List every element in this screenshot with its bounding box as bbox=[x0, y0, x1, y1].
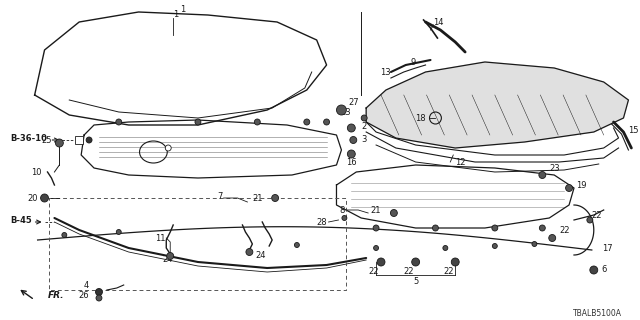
Circle shape bbox=[40, 194, 49, 202]
Text: 24: 24 bbox=[163, 255, 173, 265]
Circle shape bbox=[374, 245, 378, 251]
Text: 14: 14 bbox=[433, 18, 444, 27]
Circle shape bbox=[96, 295, 102, 301]
Circle shape bbox=[86, 137, 92, 143]
Circle shape bbox=[56, 139, 63, 147]
Text: 17: 17 bbox=[602, 244, 612, 252]
Text: 10: 10 bbox=[31, 167, 42, 177]
Text: 22: 22 bbox=[592, 211, 602, 220]
Text: 28: 28 bbox=[316, 218, 326, 227]
Text: 13: 13 bbox=[380, 68, 391, 76]
Circle shape bbox=[540, 225, 545, 231]
Text: 21: 21 bbox=[252, 194, 263, 203]
Bar bbox=[76, 136, 83, 144]
Circle shape bbox=[62, 233, 67, 237]
Circle shape bbox=[390, 210, 397, 217]
Circle shape bbox=[165, 145, 172, 151]
Text: TBALB5100A: TBALB5100A bbox=[573, 309, 621, 318]
Text: 7: 7 bbox=[218, 191, 223, 201]
Circle shape bbox=[246, 249, 253, 255]
Circle shape bbox=[294, 243, 300, 247]
Text: 8: 8 bbox=[339, 205, 344, 214]
Text: 26: 26 bbox=[79, 292, 89, 300]
Circle shape bbox=[254, 119, 260, 125]
Text: 22: 22 bbox=[403, 268, 414, 276]
Circle shape bbox=[324, 119, 330, 125]
Circle shape bbox=[587, 217, 593, 223]
Circle shape bbox=[412, 258, 420, 266]
Text: 6: 6 bbox=[602, 266, 607, 275]
Text: 3: 3 bbox=[361, 134, 367, 143]
Text: 19: 19 bbox=[576, 180, 586, 189]
Circle shape bbox=[116, 119, 122, 125]
Circle shape bbox=[337, 105, 346, 115]
Text: 22: 22 bbox=[559, 226, 570, 235]
Text: 22: 22 bbox=[369, 268, 380, 276]
Circle shape bbox=[548, 235, 556, 242]
Circle shape bbox=[566, 185, 573, 191]
Text: 5: 5 bbox=[413, 277, 419, 286]
Text: 9: 9 bbox=[411, 58, 416, 67]
Circle shape bbox=[361, 115, 367, 121]
Circle shape bbox=[539, 172, 546, 179]
Circle shape bbox=[116, 229, 121, 235]
Text: 11: 11 bbox=[155, 234, 165, 243]
Circle shape bbox=[433, 225, 438, 231]
Circle shape bbox=[451, 258, 459, 266]
Circle shape bbox=[492, 225, 498, 231]
Circle shape bbox=[443, 245, 448, 251]
Text: 20: 20 bbox=[27, 194, 38, 203]
Circle shape bbox=[95, 289, 102, 295]
Text: FR.: FR. bbox=[47, 292, 64, 300]
Circle shape bbox=[348, 124, 355, 132]
Text: B-36-10: B-36-10 bbox=[10, 133, 47, 142]
Circle shape bbox=[348, 150, 355, 158]
Polygon shape bbox=[366, 62, 628, 148]
Text: 12: 12 bbox=[455, 157, 466, 166]
Text: 16: 16 bbox=[346, 157, 356, 166]
Circle shape bbox=[377, 258, 385, 266]
Circle shape bbox=[532, 242, 537, 246]
Circle shape bbox=[590, 266, 598, 274]
Circle shape bbox=[342, 215, 347, 220]
Text: 24: 24 bbox=[255, 252, 266, 260]
Circle shape bbox=[373, 225, 379, 231]
Text: 4: 4 bbox=[84, 281, 89, 290]
Circle shape bbox=[304, 119, 310, 125]
Text: 1: 1 bbox=[180, 4, 186, 13]
Text: 23: 23 bbox=[549, 164, 560, 172]
Text: 25: 25 bbox=[41, 135, 51, 145]
Circle shape bbox=[271, 195, 278, 202]
Circle shape bbox=[195, 119, 201, 125]
Text: 21: 21 bbox=[370, 205, 381, 214]
Circle shape bbox=[492, 244, 497, 249]
Text: 1: 1 bbox=[173, 10, 179, 19]
Circle shape bbox=[350, 137, 356, 143]
Text: 15: 15 bbox=[628, 125, 639, 134]
Circle shape bbox=[167, 252, 173, 260]
Text: 2: 2 bbox=[361, 122, 367, 131]
Text: 18: 18 bbox=[415, 114, 426, 123]
Text: 22: 22 bbox=[443, 268, 454, 276]
Text: 23: 23 bbox=[340, 108, 351, 116]
Text: B-45: B-45 bbox=[10, 215, 31, 225]
Text: 27: 27 bbox=[348, 98, 359, 107]
